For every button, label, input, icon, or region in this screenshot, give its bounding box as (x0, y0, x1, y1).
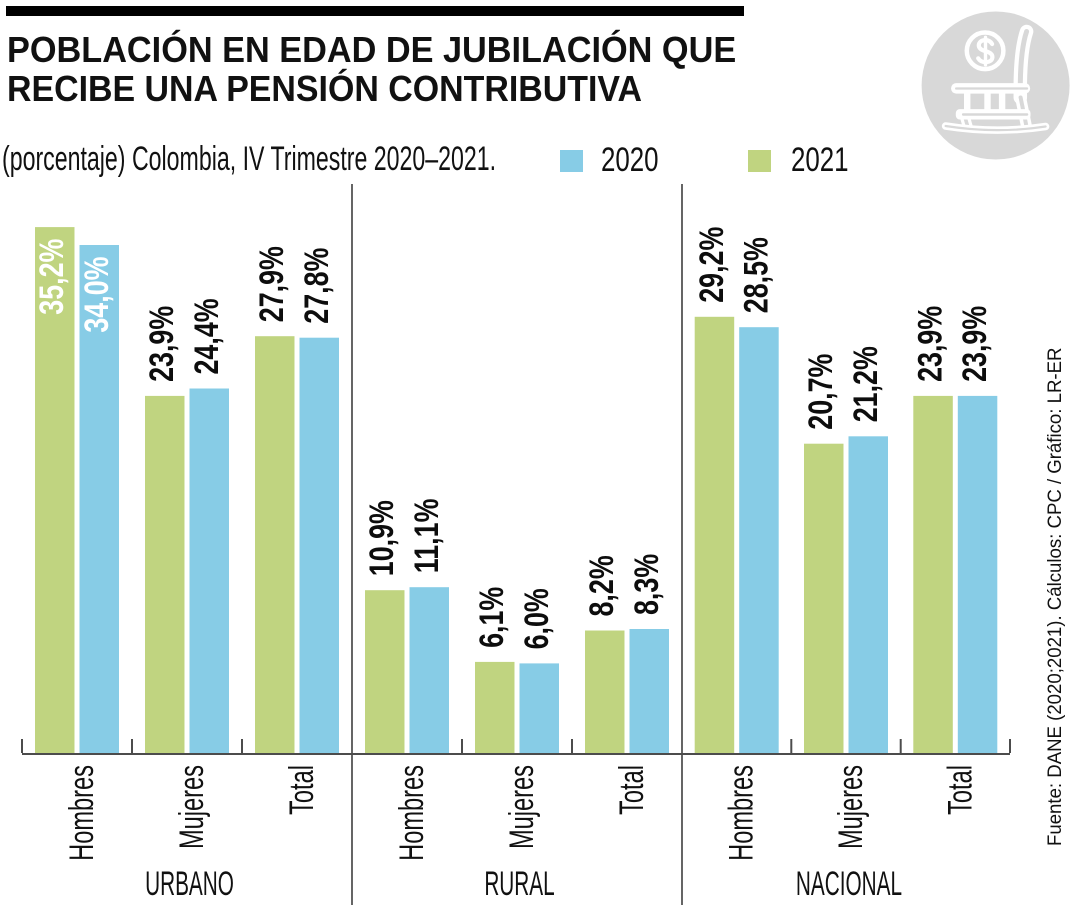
svg-text:2021: 2021 (791, 142, 849, 179)
svg-text:28,5%: 28,5% (737, 237, 775, 313)
svg-text:20,7%: 20,7% (802, 354, 840, 430)
svg-text:23,9%: 23,9% (912, 306, 950, 382)
svg-text:RECIBE UNA PENSIÓN CONTRIBUTIV: RECIBE UNA PENSIÓN CONTRIBUTIVA (7, 68, 642, 109)
svg-text:35,2%: 35,2% (33, 239, 71, 315)
svg-text:Total: Total (284, 765, 321, 815)
svg-text:29,2%: 29,2% (693, 227, 731, 303)
svg-text:21,2%: 21,2% (847, 346, 885, 422)
svg-text:6,1%: 6,1% (473, 587, 511, 648)
svg-text:8,2%: 8,2% (583, 555, 621, 616)
svg-text:23,9%: 23,9% (956, 306, 994, 382)
svg-text:Mujeres: Mujeres (833, 765, 870, 849)
svg-text:24,4%: 24,4% (188, 298, 226, 374)
svg-text:10,9%: 10,9% (363, 500, 401, 576)
svg-text:Hombres: Hombres (64, 765, 101, 861)
svg-text:Mujeres: Mujeres (504, 765, 541, 849)
svg-text:RURAL: RURAL (484, 864, 554, 903)
svg-text:Hombres: Hombres (394, 765, 431, 861)
svg-text:23,9%: 23,9% (143, 306, 181, 382)
svg-text:27,9%: 27,9% (253, 246, 291, 322)
svg-text:34,0%: 34,0% (78, 257, 116, 333)
svg-text:URBANO: URBANO (145, 864, 234, 903)
svg-text:(porcentaje) Colombia, IV Trim: (porcentaje) Colombia, IV Trimestre 2020… (2, 141, 496, 178)
svg-text:POBLACIÓN EN EDAD DE JUBILACIÓ: POBLACIÓN EN EDAD DE JUBILACIÓN QUE (7, 29, 736, 70)
svg-text:2020: 2020 (601, 142, 659, 179)
svg-text:27,8%: 27,8% (298, 248, 336, 324)
svg-text:8,3%: 8,3% (628, 554, 666, 615)
svg-text:11,1%: 11,1% (408, 499, 446, 574)
svg-text:Fuente: DANE (2020;2021). Cálc: Fuente: DANE (2020;2021). Cálculos: CPC … (1044, 348, 1065, 846)
svg-text:6,0%: 6,0% (518, 588, 556, 649)
svg-text:Hombres: Hombres (724, 765, 761, 861)
svg-text:Total: Total (942, 765, 979, 815)
svg-text:Mujeres: Mujeres (174, 765, 211, 849)
svg-text:Total: Total (614, 765, 651, 815)
svg-text:NACIONAL: NACIONAL (796, 864, 902, 903)
